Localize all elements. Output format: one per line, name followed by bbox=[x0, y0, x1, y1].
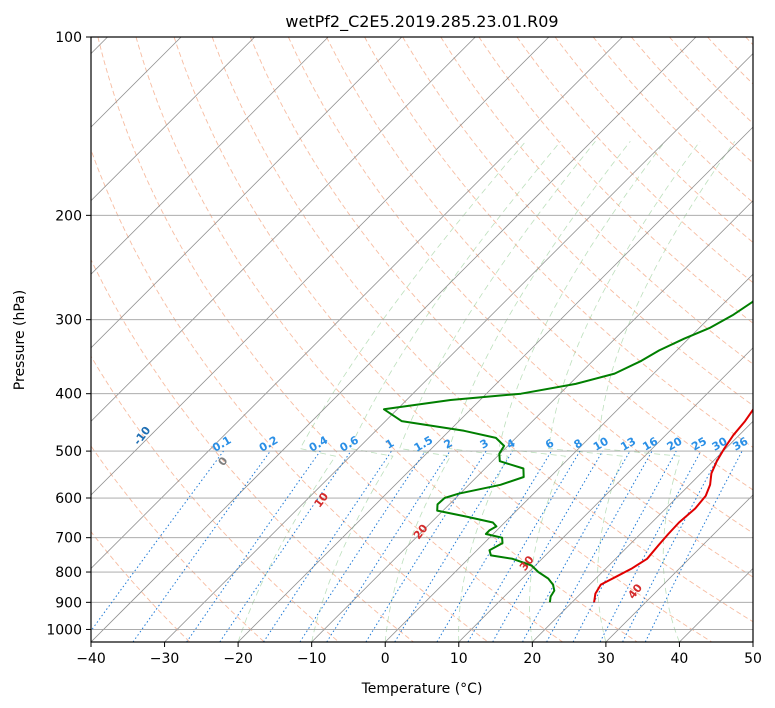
y-tick-label: 900 bbox=[55, 595, 82, 611]
x-tick-label: −10 bbox=[297, 651, 327, 667]
chart-title: wetPf2_C2E5.2019.285.23.01.R09 bbox=[285, 12, 558, 32]
y-tick-label: 1000 bbox=[46, 622, 82, 638]
mixing-ratio-line bbox=[263, 450, 392, 642]
dry-adiabat bbox=[91, 258, 414, 642]
isotherm-line bbox=[91, 37, 329, 275]
dry-adiabat bbox=[97, 37, 563, 642]
dry-adiabat bbox=[249, 37, 753, 578]
y-axis-title: Pressure (hPa) bbox=[12, 290, 28, 390]
plot-frame bbox=[90, 36, 754, 643]
x-tick-label: 30 bbox=[597, 651, 615, 667]
dry-adiabat bbox=[287, 37, 753, 534]
mixing-ratio-line bbox=[186, 450, 321, 642]
y-tick-label: 100 bbox=[55, 30, 82, 46]
isotherm-line bbox=[311, 200, 753, 642]
y-tick-label: 600 bbox=[55, 491, 82, 507]
y-tick-label: 700 bbox=[55, 531, 82, 547]
mixing-ratio-line bbox=[299, 450, 426, 642]
x-tick-label: 0 bbox=[381, 651, 390, 667]
mixing-ratio-line bbox=[546, 450, 653, 642]
isotherm-line bbox=[91, 37, 255, 202]
x-tick-label: 20 bbox=[523, 651, 541, 667]
x-tick-label: 10 bbox=[450, 651, 468, 667]
x-tick-label: 40 bbox=[671, 651, 689, 667]
x-tick-label: −20 bbox=[223, 651, 253, 667]
temperature-line bbox=[593, 407, 753, 603]
dewpoint-line bbox=[383, 300, 753, 603]
y-tick-label: 200 bbox=[55, 208, 82, 224]
dry-adiabat bbox=[630, 37, 753, 164]
isotherm-line bbox=[237, 126, 753, 642]
isotherm-line bbox=[91, 37, 403, 349]
y-tick-label: 400 bbox=[55, 387, 82, 403]
isotherm-line bbox=[91, 37, 623, 570]
x-tick-label: −30 bbox=[150, 651, 180, 667]
isotherm-line bbox=[91, 37, 476, 422]
dry-adiabat bbox=[135, 37, 638, 642]
y-tick-label: 800 bbox=[55, 565, 82, 581]
dry-adiabat bbox=[402, 37, 753, 407]
mixing-ratio-line bbox=[132, 450, 271, 642]
isotherm-line bbox=[91, 37, 697, 642]
mixing-ratio-line bbox=[91, 450, 224, 632]
dry-adiabat bbox=[440, 37, 753, 365]
y-tick-label: 300 bbox=[55, 313, 82, 329]
mixing-ratio-line bbox=[572, 450, 677, 642]
isotherm-line bbox=[384, 273, 753, 642]
isotherm-line bbox=[164, 52, 753, 642]
isotherm-line bbox=[458, 347, 753, 642]
dry-adiabat bbox=[91, 355, 340, 642]
x-tick-label: 50 bbox=[744, 651, 762, 667]
dry-adiabat bbox=[91, 148, 489, 642]
isotherm-line bbox=[91, 37, 550, 496]
dry-adiabat bbox=[554, 37, 753, 244]
isotherm-line bbox=[532, 420, 753, 642]
x-axis-title: Temperature (°C) bbox=[361, 681, 483, 697]
isotherm-line bbox=[605, 494, 753, 642]
y-tick-label: 500 bbox=[55, 444, 82, 460]
dry-adiabat bbox=[516, 37, 753, 284]
mixing-ratio-line bbox=[326, 450, 451, 642]
dry-adiabat bbox=[91, 445, 265, 642]
x-tick-label: −40 bbox=[76, 651, 106, 667]
dry-adiabat bbox=[211, 37, 753, 623]
mixing-ratio-line bbox=[394, 450, 514, 642]
mixing-ratio-line bbox=[644, 450, 743, 642]
dry-adiabat bbox=[326, 37, 753, 491]
mixing-ratio-line bbox=[522, 450, 631, 642]
dry-adiabat bbox=[173, 37, 713, 642]
mixing-ratio-line bbox=[219, 450, 352, 642]
